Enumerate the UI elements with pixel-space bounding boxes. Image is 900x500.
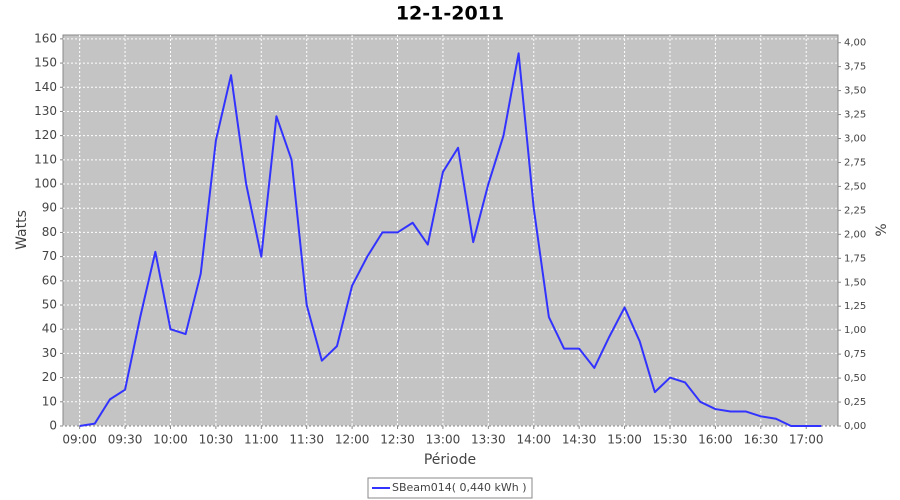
x-tick-label: 09:00 xyxy=(62,433,97,447)
y2-tick-label: 0,00 xyxy=(844,421,866,432)
x-tick-label: 15:00 xyxy=(607,433,642,447)
legend xyxy=(367,477,533,499)
x-tick-label: 10:30 xyxy=(199,433,234,447)
y-tick-label: 130 xyxy=(34,104,57,118)
chart-title: 12-1-2011 xyxy=(396,3,504,25)
y2-tick-label: 3,00 xyxy=(844,134,866,145)
x-tick-label: 14:00 xyxy=(516,433,551,447)
x-tick-label: 10:00 xyxy=(153,433,188,447)
y2-tick-label: 3,50 xyxy=(844,86,866,97)
y2-tick-label: 1,00 xyxy=(844,325,866,336)
y2-tick-label: 0,25 xyxy=(844,397,866,408)
y-tick-label: 30 xyxy=(42,346,57,360)
y-tick-label: 70 xyxy=(42,249,57,263)
plot-area xyxy=(62,34,839,427)
y-tick-label: 160 xyxy=(34,31,57,45)
x-tick-label: 09:30 xyxy=(108,433,143,447)
x-tick-label: 17:00 xyxy=(789,433,824,447)
y-tick-label: 20 xyxy=(42,370,57,384)
y2-tick-label: 0,50 xyxy=(844,373,866,384)
y2-tick-label: 1,75 xyxy=(844,253,866,264)
y2-tick-label: 1,25 xyxy=(844,301,866,312)
y-tick-label: 60 xyxy=(42,273,57,287)
y-tick-label: 140 xyxy=(34,80,57,94)
x-tick-label: 12:30 xyxy=(380,433,415,447)
legend-label: SBeam014( 0,440 kWh ) xyxy=(392,481,527,494)
y2-tick-label: 1,50 xyxy=(844,277,866,288)
y-tick-label: 100 xyxy=(34,177,57,191)
y2-tick-label: 3,75 xyxy=(844,62,866,73)
y2-axis-label: % xyxy=(874,223,890,236)
y2-tick-label: 2,50 xyxy=(844,181,866,192)
y-tick-label: 80 xyxy=(42,225,57,239)
y2-tick-label: 2,75 xyxy=(844,157,866,168)
y-tick-label: 90 xyxy=(42,201,57,215)
y2-tick-label: 4,00 xyxy=(844,38,866,49)
x-axis-label: Période xyxy=(424,452,476,468)
series-line xyxy=(79,52,822,427)
y-tick-label: 150 xyxy=(34,56,57,70)
x-tick-label: 13:30 xyxy=(471,433,506,447)
y-tick-label: 50 xyxy=(42,298,57,312)
y-tick-label: 120 xyxy=(34,128,57,142)
y-tick-label: 110 xyxy=(34,152,57,166)
x-tick-label: 16:30 xyxy=(744,433,779,447)
y2-tick-label: 3,25 xyxy=(844,110,866,121)
y-tick-label: 0 xyxy=(49,419,57,433)
x-tick-label: 11:30 xyxy=(289,433,324,447)
x-tick-label: 16:00 xyxy=(698,433,733,447)
y-tick-label: 10 xyxy=(42,394,57,408)
y-tick-label: 40 xyxy=(42,322,57,336)
y2-tick-label: 2,25 xyxy=(844,205,866,216)
y2-tick-label: 0,75 xyxy=(844,349,866,360)
y2-tick-label: 2,00 xyxy=(844,229,866,240)
x-tick-label: 15:30 xyxy=(653,433,688,447)
x-tick-label: 14:30 xyxy=(562,433,597,447)
x-tick-label: 11:00 xyxy=(244,433,279,447)
x-tick-label: 13:00 xyxy=(426,433,461,447)
x-tick-label: 12:00 xyxy=(335,433,370,447)
y-axis-label: Watts xyxy=(14,210,30,250)
